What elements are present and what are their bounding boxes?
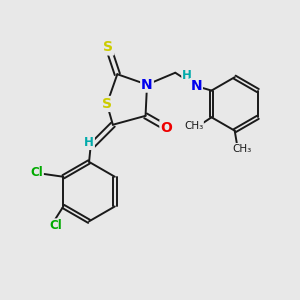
Text: O: O [160, 121, 172, 135]
Text: N: N [141, 78, 153, 92]
Text: N: N [190, 79, 202, 93]
Text: H: H [182, 69, 192, 82]
Text: Cl: Cl [50, 219, 62, 232]
Text: Cl: Cl [30, 166, 43, 179]
Text: CH₃: CH₃ [184, 121, 203, 131]
Text: S: S [103, 40, 113, 55]
Text: CH₃: CH₃ [232, 143, 252, 154]
Text: S: S [102, 97, 112, 111]
Text: H: H [84, 136, 94, 149]
